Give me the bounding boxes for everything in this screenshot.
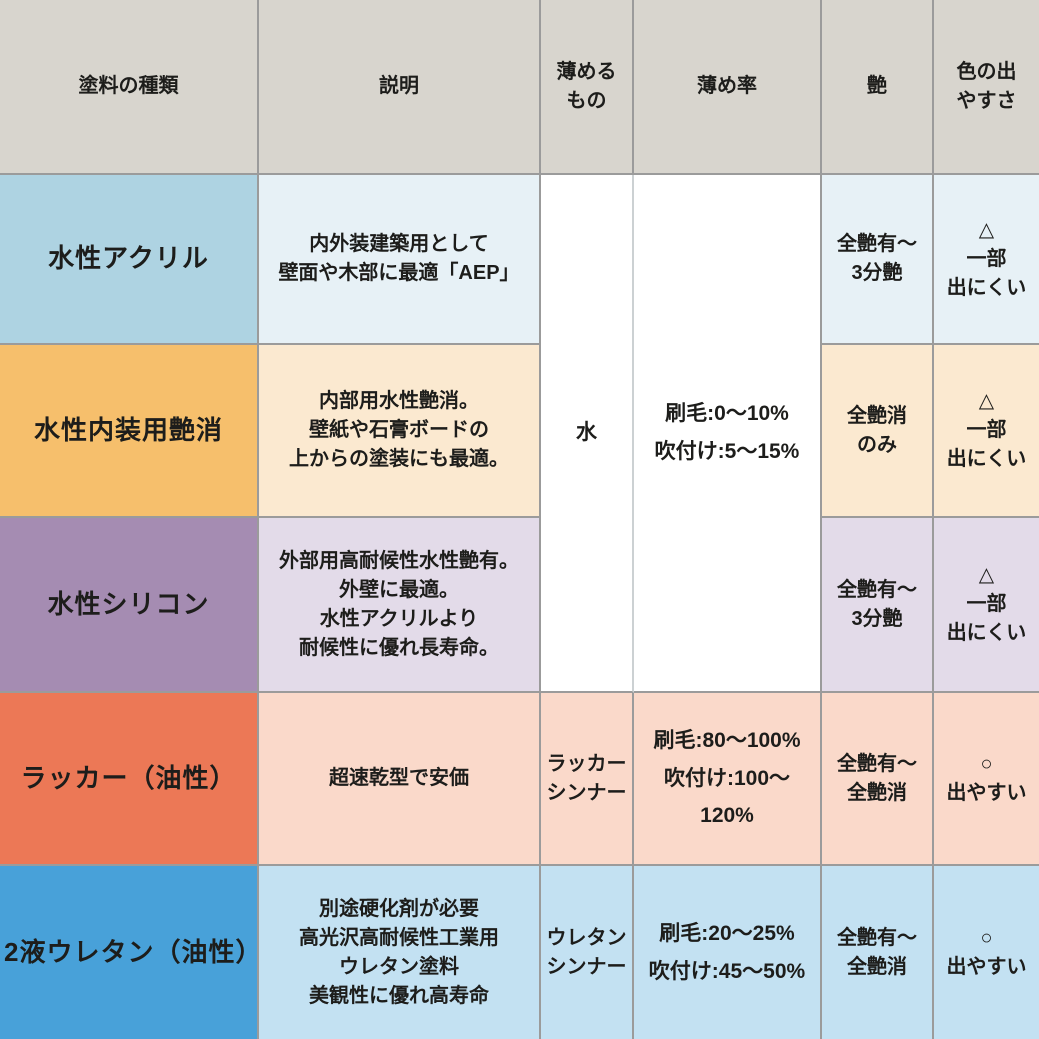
- header-cell-description: 説明: [259, 0, 541, 175]
- row-urethane-gloss-cell: 全艶有〜 全艶消: [822, 866, 934, 1039]
- row-silicone-type-cell: 水性シリコン: [0, 518, 259, 693]
- row-lacquer-thinner-cell: ラッカー シンナー: [541, 693, 634, 866]
- row-lacquer-type-cell: ラッカー（油性）: [0, 693, 259, 866]
- row-acrylic-gloss-cell: 全艶有〜 3分艶: [822, 175, 934, 345]
- row-lacquer-rate-cell: 刷毛:80〜100% 吹付け:100〜120%: [634, 693, 822, 866]
- row-lacquer-color-ease-cell: ○ 出やすい: [934, 693, 1039, 866]
- row-urethane-description-cell: 別途硬化剤が必要 高光沢高耐候性工業用 ウレタン塗料 美観性に優れ高寿命: [259, 866, 541, 1039]
- row-acrylic-description-cell: 内外装建築用として 壁面や木部に最適「AEP」: [259, 175, 541, 345]
- row-acrylic-color-ease-cell: △ 一部 出にくい: [934, 175, 1039, 345]
- row-urethane-color-ease-cell: ○ 出やすい: [934, 866, 1039, 1039]
- header-cell-gloss: 艶: [822, 0, 934, 175]
- row-lacquer-gloss-cell: 全艶有〜 全艶消: [822, 693, 934, 866]
- row-urethane-type-cell: 2液ウレタン（油性）: [0, 866, 261, 1039]
- row-matte-description-cell: 内部用水性艶消。 壁紙や石膏ボードの 上からの塗装にも最適。: [259, 345, 541, 518]
- row-silicone-description-cell: 外部用高耐候性水性艶有。 外壁に最適。 水性アクリルより 耐候性に優れ長寿命。: [259, 518, 541, 693]
- merged-rate-cell-water: 刷毛:0〜10% 吹付け:5〜15%: [634, 175, 822, 693]
- row-acrylic-type-cell: 水性アクリル: [0, 175, 259, 345]
- merged-thinner-cell-water: 水: [541, 175, 634, 693]
- row-matte-color-ease-cell: △ 一部 出にくい: [934, 345, 1039, 518]
- header-cell-dilution-rate: 薄め率: [634, 0, 822, 175]
- row-matte-gloss-cell: 全艶消 のみ: [822, 345, 934, 518]
- row-silicone-gloss-cell: 全艶有〜 3分艶: [822, 518, 934, 693]
- row-silicone-color-ease-cell: △ 一部 出にくい: [934, 518, 1039, 693]
- row-urethane-rate-cell: 刷毛:20〜25% 吹付け:45〜50%: [634, 866, 822, 1039]
- row-matte-type-cell: 水性内装用艶消: [0, 345, 259, 518]
- header-cell-paint-type: 塗料の種類: [0, 0, 259, 175]
- header-cell-thinner: 薄める もの: [541, 0, 634, 175]
- row-urethane-thinner-cell: ウレタン シンナー: [541, 866, 634, 1039]
- header-cell-color-ease: 色の出 やすさ: [934, 0, 1039, 175]
- row-lacquer-description-cell: 超速乾型で安価: [259, 693, 541, 866]
